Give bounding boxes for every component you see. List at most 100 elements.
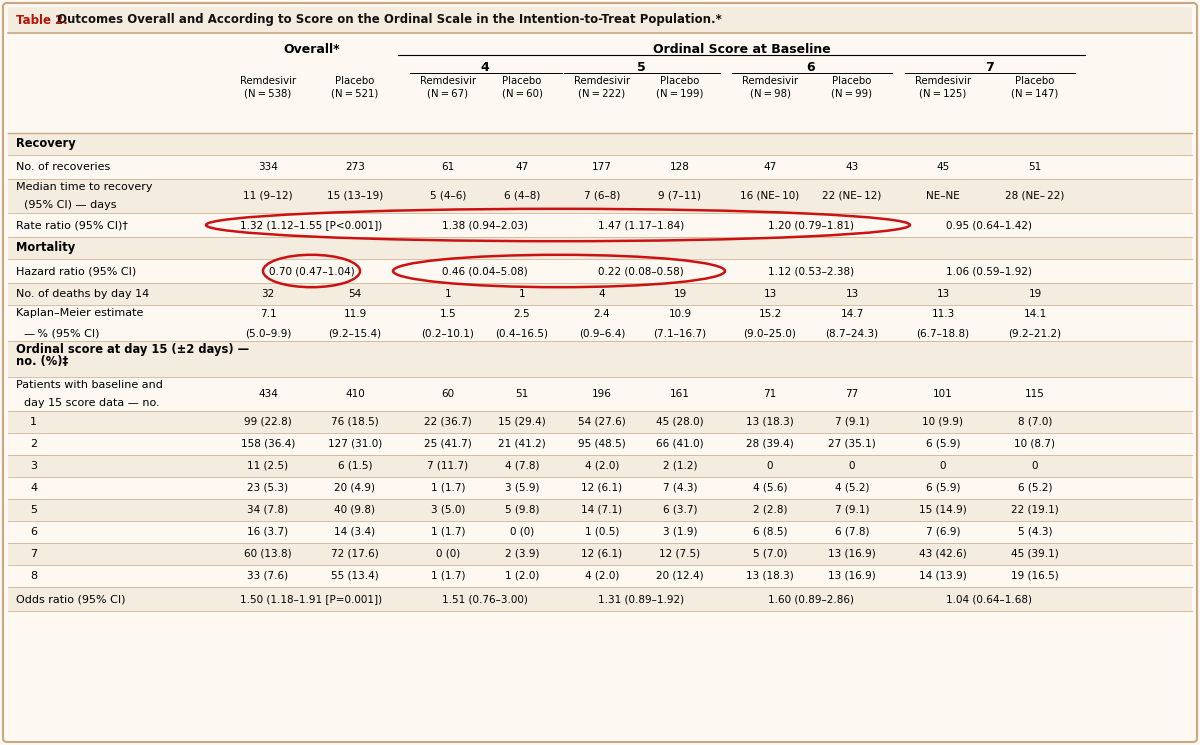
Text: 161: 161: [670, 389, 690, 399]
Text: Placebo
(N = 521): Placebo (N = 521): [331, 76, 379, 99]
Text: 55 (13.4): 55 (13.4): [331, 571, 379, 581]
Text: 4: 4: [30, 483, 37, 493]
Text: 3 (1.9): 3 (1.9): [662, 527, 697, 537]
Text: 43 (42.6): 43 (42.6): [919, 549, 967, 559]
Text: Remdesivir
(N = 222): Remdesivir (N = 222): [574, 76, 630, 99]
Text: 11.9: 11.9: [343, 309, 367, 319]
Text: 127 (31.0): 127 (31.0): [328, 439, 382, 449]
Text: 28 (NE– 22): 28 (NE– 22): [1006, 191, 1064, 201]
Text: Ordinal Score at Baseline: Ordinal Score at Baseline: [653, 43, 830, 56]
Text: (95% CI) — days: (95% CI) — days: [24, 200, 116, 210]
Text: 77: 77: [845, 389, 859, 399]
Text: 0 (0): 0 (0): [436, 549, 460, 559]
Text: Placebo
(N = 99): Placebo (N = 99): [832, 76, 872, 99]
Text: 1.47 (1.17–1.84): 1.47 (1.17–1.84): [598, 220, 684, 230]
Text: 1.20 (0.79–1.81): 1.20 (0.79–1.81): [768, 220, 854, 230]
Text: 12 (7.5): 12 (7.5): [660, 549, 701, 559]
Text: 22 (NE– 12): 22 (NE– 12): [822, 191, 882, 201]
Text: Odds ratio (95% CI): Odds ratio (95% CI): [16, 594, 126, 604]
Text: 13: 13: [763, 289, 776, 299]
FancyBboxPatch shape: [8, 237, 1192, 259]
Text: 3 (5.9): 3 (5.9): [505, 483, 539, 493]
Text: Recovery: Recovery: [16, 138, 76, 150]
Text: 14.1: 14.1: [1024, 309, 1046, 319]
FancyBboxPatch shape: [8, 587, 1192, 611]
Text: 196: 196: [592, 389, 612, 399]
FancyBboxPatch shape: [8, 33, 1192, 133]
Text: 32: 32: [262, 289, 275, 299]
Text: 10 (9.9): 10 (9.9): [923, 417, 964, 427]
Text: 95 (48.5): 95 (48.5): [578, 439, 626, 449]
Text: 51: 51: [515, 389, 529, 399]
Text: Placebo
(N = 199): Placebo (N = 199): [656, 76, 703, 99]
Text: 6 (4–8): 6 (4–8): [504, 191, 540, 201]
Text: 6 (5.9): 6 (5.9): [925, 439, 960, 449]
FancyBboxPatch shape: [8, 259, 1192, 283]
FancyBboxPatch shape: [8, 7, 1192, 33]
Text: 7 (11.7): 7 (11.7): [427, 461, 468, 471]
Text: Median time to recovery: Median time to recovery: [16, 182, 152, 192]
Text: 7: 7: [30, 549, 37, 559]
Text: 11.3: 11.3: [931, 309, 955, 319]
Text: — % (95% CI): — % (95% CI): [24, 328, 100, 338]
Text: 1.38 (0.94–2.03): 1.38 (0.94–2.03): [442, 220, 528, 230]
Text: 25 (41.7): 25 (41.7): [424, 439, 472, 449]
Text: 158 (36.4): 158 (36.4): [241, 439, 295, 449]
Text: 0.70 (0.47–1.04): 0.70 (0.47–1.04): [269, 266, 354, 276]
Text: 2 (1.2): 2 (1.2): [662, 461, 697, 471]
Text: 6 (5.9): 6 (5.9): [925, 483, 960, 493]
Text: day 15 score data — no.: day 15 score data — no.: [24, 398, 160, 408]
Text: 1: 1: [518, 289, 526, 299]
Text: 8: 8: [30, 571, 37, 581]
Text: 4 (5.6): 4 (5.6): [752, 483, 787, 493]
Text: (9.2–21.2): (9.2–21.2): [1008, 328, 1062, 338]
Text: 6 (7.8): 6 (7.8): [835, 527, 869, 537]
Text: 0: 0: [848, 461, 856, 471]
Text: 334: 334: [258, 162, 278, 172]
Text: 2 (2.8): 2 (2.8): [752, 505, 787, 515]
Text: 13 (18.3): 13 (18.3): [746, 571, 794, 581]
FancyBboxPatch shape: [8, 455, 1192, 477]
Text: 6 (3.7): 6 (3.7): [662, 505, 697, 515]
Text: 13 (18.3): 13 (18.3): [746, 417, 794, 427]
Text: 47: 47: [763, 162, 776, 172]
Text: 7 (4.3): 7 (4.3): [662, 483, 697, 493]
FancyBboxPatch shape: [8, 179, 1192, 213]
FancyBboxPatch shape: [8, 377, 1192, 411]
FancyBboxPatch shape: [8, 565, 1192, 587]
FancyBboxPatch shape: [8, 543, 1192, 565]
FancyBboxPatch shape: [8, 213, 1192, 237]
Text: 14 (13.9): 14 (13.9): [919, 571, 967, 581]
Text: 4: 4: [481, 61, 490, 74]
Text: Patients with baseline and: Patients with baseline and: [16, 380, 163, 390]
Text: 43: 43: [845, 162, 859, 172]
Text: (0.2–10.1): (0.2–10.1): [421, 328, 474, 338]
FancyBboxPatch shape: [2, 3, 1198, 742]
FancyBboxPatch shape: [8, 155, 1192, 179]
Text: 5 (4–6): 5 (4–6): [430, 191, 466, 201]
Text: 45: 45: [936, 162, 949, 172]
Text: Rate ratio (95% CI)†: Rate ratio (95% CI)†: [16, 220, 128, 230]
Text: 0.22 (0.08–0.58): 0.22 (0.08–0.58): [598, 266, 684, 276]
Text: 22 (19.1): 22 (19.1): [1012, 505, 1058, 515]
Text: 1 (1.7): 1 (1.7): [431, 571, 466, 581]
Text: 4 (7.8): 4 (7.8): [505, 461, 539, 471]
Text: NE–NE: NE–NE: [926, 191, 960, 201]
Text: 51: 51: [1028, 162, 1042, 172]
Text: 1 (1.7): 1 (1.7): [431, 483, 466, 493]
Text: 11 (2.5): 11 (2.5): [247, 461, 288, 471]
Text: 12 (6.1): 12 (6.1): [582, 549, 623, 559]
Text: Ordinal score at day 15 (±2 days) —: Ordinal score at day 15 (±2 days) —: [16, 343, 250, 356]
Text: 177: 177: [592, 162, 612, 172]
Text: 2 (3.9): 2 (3.9): [505, 549, 539, 559]
Text: 1 (2.0): 1 (2.0): [505, 571, 539, 581]
Text: 1.50 (1.18–1.91 [P=0.001]): 1.50 (1.18–1.91 [P=0.001]): [240, 594, 383, 604]
Text: 14.7: 14.7: [840, 309, 864, 319]
Text: Mortality: Mortality: [16, 241, 76, 255]
Text: 0: 0: [767, 461, 773, 471]
Text: Overall*: Overall*: [283, 43, 340, 56]
Text: 5 (9.8): 5 (9.8): [505, 505, 539, 515]
Text: (5.0–9.9): (5.0–9.9): [245, 328, 292, 338]
Text: 1.51 (0.76–3.00): 1.51 (0.76–3.00): [442, 594, 528, 604]
Text: 4 (2.0): 4 (2.0): [584, 461, 619, 471]
